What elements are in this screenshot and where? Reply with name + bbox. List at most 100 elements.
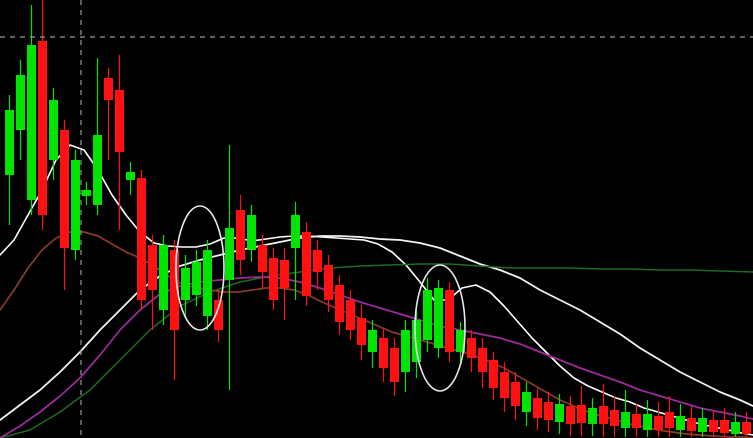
moving-average-lines <box>0 144 753 438</box>
candlestick[interactable] <box>390 338 399 396</box>
candlestick[interactable] <box>192 250 201 306</box>
candlestick[interactable] <box>27 5 36 215</box>
candlestick[interactable] <box>643 400 652 437</box>
candle-body <box>522 392 531 412</box>
candlestick[interactable] <box>159 235 168 325</box>
candlestick[interactable] <box>49 88 58 180</box>
candlestick[interactable] <box>566 396 575 436</box>
candle-body <box>335 285 344 322</box>
candlestick[interactable] <box>302 222 311 306</box>
candlestick[interactable] <box>533 388 542 430</box>
candlestick[interactable] <box>709 410 718 437</box>
candlestick[interactable] <box>511 372 520 420</box>
candlestick[interactable] <box>71 150 80 260</box>
candlestick[interactable] <box>181 255 190 318</box>
candle-body <box>269 258 278 300</box>
candlestick[interactable] <box>599 384 608 437</box>
candle-body <box>456 330 465 352</box>
candle-body <box>137 178 146 300</box>
candlestick[interactable] <box>335 275 344 335</box>
candlestick[interactable] <box>60 120 69 290</box>
candle-body <box>16 75 25 130</box>
candlestick[interactable] <box>82 182 91 205</box>
candlestick[interactable] <box>401 320 410 392</box>
ma-line-ma-green-long <box>0 263 753 438</box>
ma-line-ma-white-long <box>0 235 753 421</box>
candlestick[interactable] <box>291 202 300 300</box>
candlestick[interactable] <box>632 404 641 437</box>
candlestick[interactable] <box>654 402 663 437</box>
ellipse-1 <box>175 205 225 331</box>
candle-body <box>632 414 641 428</box>
candlestick[interactable] <box>280 248 289 320</box>
candlestick[interactable] <box>269 248 278 310</box>
candlestick[interactable] <box>456 322 465 365</box>
candlestick[interactable] <box>214 290 223 342</box>
candlestick[interactable] <box>5 95 14 225</box>
candlestick[interactable] <box>687 406 696 437</box>
candle-body <box>610 410 619 426</box>
candle-body <box>280 260 289 288</box>
candlestick[interactable] <box>577 386 586 436</box>
candle-body <box>368 330 377 352</box>
candlestick[interactable] <box>676 404 685 437</box>
candlestick[interactable] <box>126 162 135 195</box>
candlestick[interactable] <box>489 352 498 400</box>
candlestick[interactable] <box>742 412 751 437</box>
candlestick[interactable] <box>104 68 113 160</box>
candlestick[interactable] <box>522 382 531 426</box>
candlestick[interactable] <box>93 58 102 215</box>
candlestick[interactable] <box>148 235 157 330</box>
candle-body <box>258 245 267 272</box>
candlestick[interactable] <box>368 320 377 368</box>
candle-body <box>5 110 14 175</box>
candlestick[interactable] <box>137 170 146 310</box>
candlestick[interactable] <box>16 60 25 160</box>
candlestick[interactable] <box>225 145 234 390</box>
candle-body <box>643 414 652 430</box>
candle-body <box>203 250 212 316</box>
candlestick[interactable] <box>445 282 454 362</box>
candle-body <box>489 360 498 388</box>
ma-line-ma-purple <box>0 276 753 438</box>
candlestick[interactable] <box>665 396 674 437</box>
candlestick[interactable] <box>698 408 707 437</box>
candlestick[interactable] <box>500 362 509 412</box>
candlestick[interactable] <box>170 240 179 380</box>
candlestick[interactable] <box>478 338 487 388</box>
candlestick[interactable] <box>621 390 630 437</box>
candlestick[interactable] <box>588 398 597 436</box>
candlestick[interactable] <box>423 278 432 352</box>
candlestick[interactable] <box>38 0 47 230</box>
candlestick[interactable] <box>247 205 256 262</box>
candlestick[interactable] <box>236 195 245 275</box>
candle-body <box>555 404 564 422</box>
candlestick[interactable] <box>258 235 267 288</box>
candlestick[interactable] <box>731 412 740 437</box>
candle-body <box>346 300 355 330</box>
candlestick[interactable] <box>346 290 355 340</box>
candle-body <box>93 135 102 205</box>
candlestick[interactable] <box>467 330 476 372</box>
candlestick[interactable] <box>203 240 212 330</box>
candlestick[interactable] <box>434 280 443 358</box>
candlestick[interactable] <box>324 255 333 312</box>
candlestick[interactable] <box>544 392 553 432</box>
candlestick[interactable] <box>115 55 124 230</box>
candlestick[interactable] <box>357 305 366 360</box>
candlestick[interactable] <box>313 240 322 290</box>
candlestick[interactable] <box>610 396 619 437</box>
candle-body <box>577 405 586 423</box>
candlestick[interactable] <box>720 408 729 437</box>
candle-body <box>71 160 80 250</box>
candlestick-series[interactable] <box>5 0 751 437</box>
candle-body <box>159 245 168 310</box>
candlestick[interactable] <box>555 394 564 434</box>
candle-body <box>544 402 553 420</box>
candlestick[interactable] <box>379 328 388 382</box>
candle-body <box>533 398 542 418</box>
candle-body <box>423 290 432 340</box>
